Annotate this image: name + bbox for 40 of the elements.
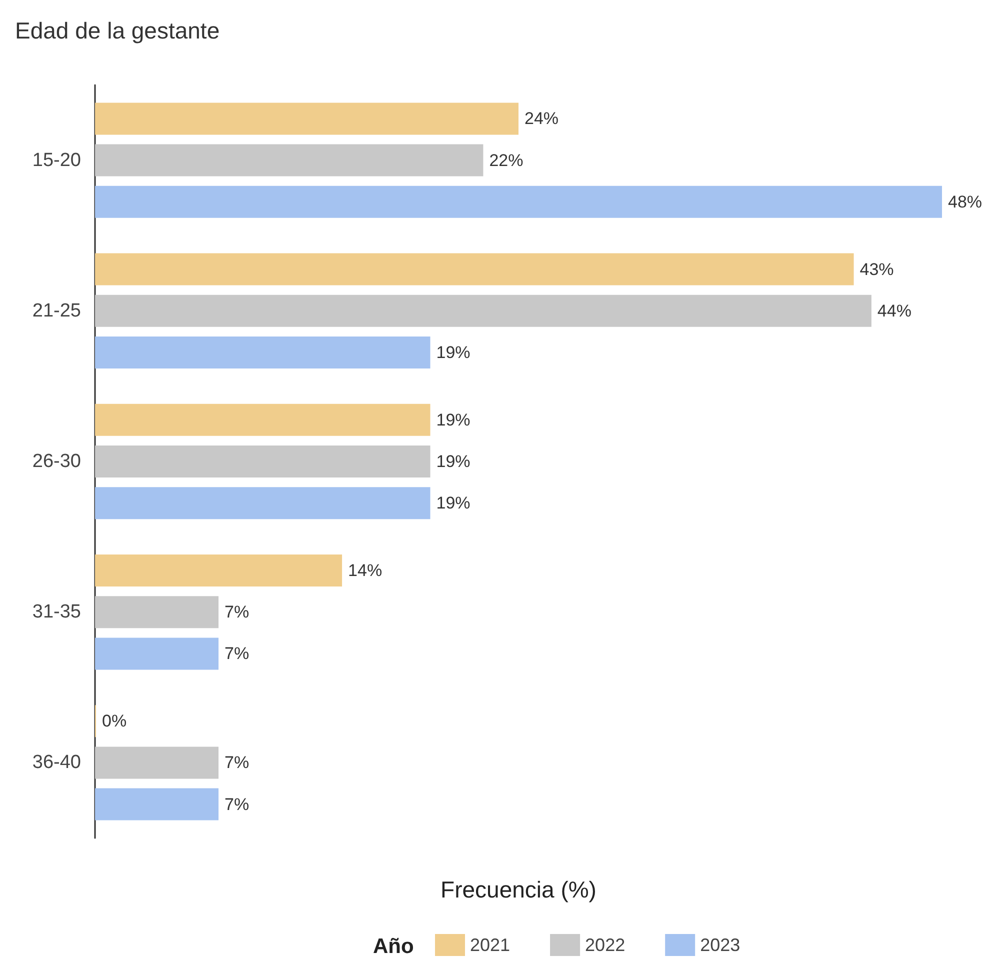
data-label: 24% [524,109,559,128]
data-label: 19% [436,410,470,430]
bar [95,253,854,286]
bar [95,554,342,586]
data-label: 43% [860,260,894,279]
legend-title: Año [373,935,414,958]
legend-label: 2022 [585,935,626,955]
data-label: 7% [224,753,250,772]
bar [95,746,219,779]
bar [95,788,219,820]
x-axis-title: Frecuencia (%) [440,876,596,902]
bar [95,487,430,520]
data-label: 22% [489,150,524,170]
bar [95,596,219,628]
chart-title: Edad de la gestante [15,18,220,44]
data-label: 14% [348,561,382,580]
bar [95,336,430,368]
data-label: 19% [436,343,470,362]
bar [95,294,872,327]
bar [95,102,518,135]
bar [95,638,219,670]
y-tick-label: 36-40 [32,752,81,774]
legend-label: 2023 [700,935,740,955]
data-label: 7% [224,794,250,814]
y-tick-label: 31-35 [32,602,81,623]
data-label: 19% [436,494,470,513]
bar [95,404,430,436]
bar [95,446,430,478]
y-tick-label: 21-25 [32,300,81,322]
bar [95,186,942,218]
bar [95,144,484,176]
legend-label: 2021 [470,935,510,955]
data-label: 7% [224,602,250,622]
y-tick-label: 15-20 [32,150,81,171]
data-label: 44% [877,301,912,320]
data-label: 0% [102,712,127,731]
y-tick-label: 26-30 [32,451,81,472]
data-label: 7% [224,644,250,664]
data-label: 19% [436,452,470,471]
data-label: 48% [948,192,982,212]
